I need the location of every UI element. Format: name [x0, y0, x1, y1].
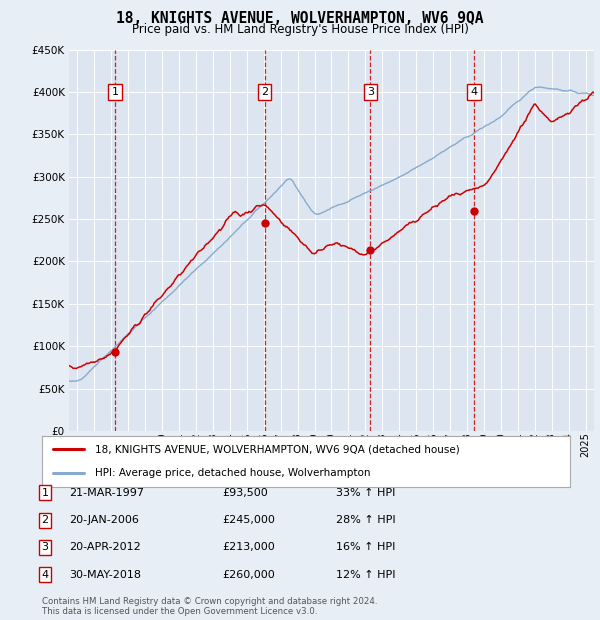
Text: 1: 1 — [41, 488, 49, 498]
Text: 33% ↑ HPI: 33% ↑ HPI — [336, 488, 395, 498]
Text: 2: 2 — [261, 87, 268, 97]
Text: 18, KNIGHTS AVENUE, WOLVERHAMPTON, WV6 9QA (detached house): 18, KNIGHTS AVENUE, WOLVERHAMPTON, WV6 9… — [95, 444, 460, 454]
Text: £93,500: £93,500 — [222, 488, 268, 498]
Text: 20-APR-2012: 20-APR-2012 — [69, 542, 141, 552]
Text: 4: 4 — [470, 87, 478, 97]
Text: 28% ↑ HPI: 28% ↑ HPI — [336, 515, 395, 525]
Text: 30-MAY-2018: 30-MAY-2018 — [69, 570, 141, 580]
Text: 20-JAN-2006: 20-JAN-2006 — [69, 515, 139, 525]
Text: This data is licensed under the Open Government Licence v3.0.: This data is licensed under the Open Gov… — [42, 607, 317, 616]
Text: 21-MAR-1997: 21-MAR-1997 — [69, 488, 144, 498]
Text: 4: 4 — [41, 570, 49, 580]
Text: 1: 1 — [112, 87, 119, 97]
Text: 18, KNIGHTS AVENUE, WOLVERHAMPTON, WV6 9QA: 18, KNIGHTS AVENUE, WOLVERHAMPTON, WV6 9… — [116, 11, 484, 25]
Text: £260,000: £260,000 — [222, 570, 275, 580]
Text: 3: 3 — [41, 542, 49, 552]
Text: 16% ↑ HPI: 16% ↑ HPI — [336, 542, 395, 552]
Text: £245,000: £245,000 — [222, 515, 275, 525]
Text: £213,000: £213,000 — [222, 542, 275, 552]
Text: Contains HM Land Registry data © Crown copyright and database right 2024.: Contains HM Land Registry data © Crown c… — [42, 597, 377, 606]
Text: 2: 2 — [41, 515, 49, 525]
Text: Price paid vs. HM Land Registry's House Price Index (HPI): Price paid vs. HM Land Registry's House … — [131, 23, 469, 36]
Text: 3: 3 — [367, 87, 374, 97]
Text: HPI: Average price, detached house, Wolverhampton: HPI: Average price, detached house, Wolv… — [95, 469, 370, 479]
Text: 12% ↑ HPI: 12% ↑ HPI — [336, 570, 395, 580]
